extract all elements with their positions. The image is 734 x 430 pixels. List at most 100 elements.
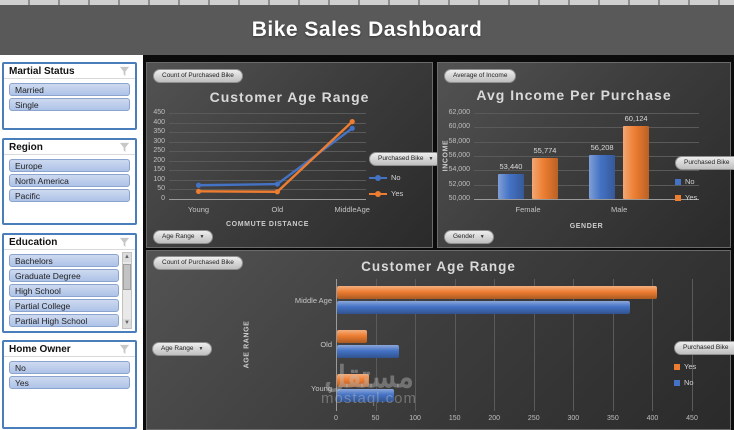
gridline xyxy=(474,184,699,186)
y-tick-label: 200 xyxy=(153,156,165,164)
slicer-item-pacific[interactable]: Pacific xyxy=(9,189,130,202)
slicer-item-north-america[interactable]: North America xyxy=(9,174,130,187)
x-category-label: Male xyxy=(610,205,628,214)
clear-filter-icon[interactable] xyxy=(119,142,130,153)
gridline xyxy=(169,122,366,124)
field-button-count-of-purchased-bike[interactable]: Count of Purchased Bike xyxy=(153,69,243,83)
bar-value-label: 55,774 xyxy=(533,145,557,155)
line-series xyxy=(195,119,355,195)
axis-field-button-gender[interactable]: Gender ▼ xyxy=(444,230,494,244)
gridline xyxy=(169,113,366,114)
legend-entry-yes: Yes xyxy=(369,189,442,198)
y-tick-label: 62,000 xyxy=(448,109,470,116)
y-axis-title: INCOME xyxy=(442,139,450,172)
legend-entries: No Yes xyxy=(675,177,734,202)
scroll-track[interactable] xyxy=(123,262,131,319)
clear-filter-icon[interactable] xyxy=(119,344,130,355)
gridline xyxy=(169,151,366,153)
y-tick-label: 52,000 xyxy=(448,180,470,188)
y-tick-label: 400 xyxy=(153,118,165,126)
data-point-yes-old xyxy=(274,189,280,195)
gridline xyxy=(169,132,366,134)
bar-value-label: 56,208 xyxy=(590,142,614,152)
legend-field-button[interactable]: Purchased Bike▼ xyxy=(674,341,734,355)
legend-label: No xyxy=(685,177,695,186)
gridline xyxy=(573,279,575,411)
y-tick-label: 58,000 xyxy=(448,137,470,145)
y-tick-label: 54,000 xyxy=(448,166,470,174)
y-tick-label: 150 xyxy=(153,166,165,174)
slicer-title: Education xyxy=(9,237,58,248)
gridline xyxy=(474,156,699,157)
axis-field-button-age-range[interactable]: Age Range ▼ xyxy=(152,342,213,356)
line-plot-area xyxy=(169,113,366,200)
y-axis-line xyxy=(336,279,337,411)
series-line-yes xyxy=(197,120,354,193)
legend-field-button[interactable]: Purchased Bike▼ xyxy=(675,156,734,170)
legend-field-button[interactable]: Purchased Bike▼ xyxy=(369,152,443,166)
field-button-count-of-purchased-bike[interactable]: Count of Purchased Bike xyxy=(153,256,243,270)
watermark-latin: mostaql.com xyxy=(320,390,418,407)
axis-field-button-age-range[interactable]: Age Range ▼ xyxy=(153,230,214,244)
series-line-no xyxy=(197,127,354,187)
field-button-average-of-income[interactable]: Average of Income xyxy=(444,69,517,83)
scroll-down-icon[interactable]: ▼ xyxy=(123,319,131,328)
clear-filter-icon[interactable] xyxy=(119,237,130,248)
slicer-header: Region xyxy=(4,140,135,155)
bar-no-male xyxy=(589,154,616,199)
slicer-item-no[interactable]: No xyxy=(9,361,130,374)
page-title: Bike Sales Dashboard xyxy=(251,18,483,41)
slicer-item-list: ▲ ▼ Bachelors Graduate Degree High School P… xyxy=(4,250,135,332)
chevron-down-icon: ▼ xyxy=(428,156,434,162)
scroll-up-icon[interactable]: ▲ xyxy=(123,253,131,262)
x-tick-label: 400 xyxy=(646,415,659,422)
chart-title: Customer Age Range xyxy=(209,89,370,105)
slicer-item-list: Europe North America Pacific xyxy=(4,155,135,207)
y-category-label: Old xyxy=(320,340,332,349)
slicer-item-partial-high-school[interactable]: Partial High School xyxy=(9,314,119,327)
bar-yes-middle-age xyxy=(337,286,658,299)
x-category-label: Young xyxy=(188,205,210,214)
legend-swatch xyxy=(674,379,680,386)
y-tick-label: 56,000 xyxy=(448,152,470,159)
slicer-item-partial-college[interactable]: Partial College xyxy=(9,299,119,312)
slicer-item-yes[interactable]: Yes xyxy=(9,376,130,389)
slicer-item-single[interactable]: Single xyxy=(9,98,130,111)
slicer-title: Region xyxy=(9,142,43,153)
legend-line-dot xyxy=(375,190,381,197)
slicer-item-list: No Yes xyxy=(4,357,135,394)
gridline xyxy=(474,113,699,114)
legend-entry-no: No xyxy=(675,177,734,186)
clear-filter-icon[interactable] xyxy=(119,66,130,77)
slicer-item-bachelors[interactable]: Bachelors xyxy=(9,254,119,267)
scroll-thumb[interactable] xyxy=(123,264,131,290)
spreadsheet-column-strip xyxy=(0,0,734,5)
x-tick-label: 450 xyxy=(686,415,698,422)
education-scrollbar[interactable]: ▲ ▼ xyxy=(122,252,132,329)
bar-value-label: 60,124 xyxy=(624,114,648,124)
legend-label: Yes xyxy=(684,362,697,371)
gridline xyxy=(533,279,535,411)
bar-yes-male xyxy=(623,126,650,199)
slicer-item-europe[interactable]: Europe xyxy=(9,159,130,172)
x-tick-label: 350 xyxy=(607,415,619,422)
bar-yes-young xyxy=(337,374,369,387)
data-point-yes-middleage xyxy=(349,119,355,125)
mostaql-watermark: مستقل mostaql.com xyxy=(299,363,439,407)
dashboard-header: Bike Sales Dashboard xyxy=(0,5,734,55)
slicer-education: Education ▲ ▼ Bachelors Graduate Degree Hi… xyxy=(2,233,137,333)
x-category-label: Female xyxy=(515,205,541,214)
y-category-label: Young xyxy=(311,384,332,393)
legend-entry-no: No xyxy=(674,378,734,387)
slicer-item-high-school[interactable]: High School xyxy=(9,284,119,297)
column-plot-area xyxy=(474,113,699,200)
slicer-header: Martial Status xyxy=(4,64,135,79)
legend-line-marker xyxy=(369,190,387,197)
slicer-item-graduate-degree[interactable]: Graduate Degree xyxy=(9,269,119,282)
y-tick-label: 60,000 xyxy=(448,123,470,131)
slicer-title: Martial Status xyxy=(9,66,75,77)
slicer-item-married[interactable]: Married xyxy=(9,83,130,96)
chevron-down-icon: ▼ xyxy=(199,234,205,240)
gridline xyxy=(415,279,417,411)
